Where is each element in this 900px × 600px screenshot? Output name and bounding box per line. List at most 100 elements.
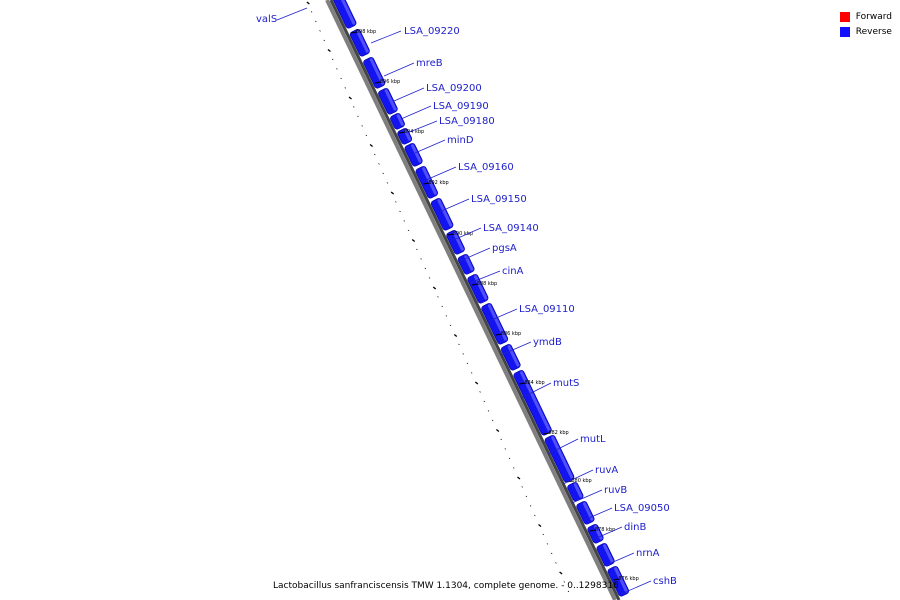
gene-block[interactable] [587, 523, 605, 544]
gene-label[interactable]: mreB [416, 58, 443, 69]
gene-label[interactable]: nrnA [636, 548, 660, 559]
gene-label-group[interactable]: valS [256, 7, 308, 25]
gene-block[interactable] [330, 0, 357, 29]
gene-label[interactable]: mutL [580, 434, 606, 445]
kbp-tick-label: 876 kbp [618, 576, 638, 582]
kbp-tick [495, 333, 502, 336]
gene-label[interactable]: LSA_09180 [439, 116, 495, 127]
gene-block[interactable] [500, 343, 521, 371]
ring-tick [432, 286, 437, 290]
gene-feature[interactable] [389, 112, 405, 130]
gene-feature[interactable] [404, 142, 424, 167]
ring-tick [491, 419, 494, 422]
gene-block[interactable] [430, 197, 454, 231]
gene-feature[interactable] [349, 28, 370, 57]
gene-block[interactable] [576, 500, 596, 525]
gene-label[interactable]: mutS [553, 378, 579, 389]
gene-label[interactable]: LSA_09110 [519, 304, 575, 315]
gene-block-highlight [487, 304, 507, 341]
gene-feature[interactable] [596, 542, 616, 567]
gene-label[interactable]: LSA_09140 [483, 223, 539, 234]
gene-feature[interactable] [607, 565, 630, 597]
gene-block[interactable] [457, 253, 475, 275]
gene-label-group[interactable]: ymdB [500, 337, 562, 356]
gene-label-group[interactable]: mutL [547, 434, 606, 455]
gene-label-group[interactable]: mreB [383, 58, 443, 77]
gene-label-group[interactable]: cshB [620, 576, 677, 595]
kbp-tick-label: 880 kbp [571, 478, 591, 484]
gene-label-group[interactable]: LSA_09050 [581, 503, 670, 522]
ring-tick [390, 191, 395, 195]
gene-block[interactable] [404, 142, 424, 167]
gene-leader-line [425, 166, 457, 181]
gene-label-group[interactable]: LSA_09110 [486, 304, 575, 323]
kbp-tick [519, 382, 526, 385]
ring-tick [529, 505, 532, 507]
legend-item-forward: Forward [839, 9, 892, 24]
gene-label[interactable]: cinA [502, 266, 524, 277]
gene-label-group[interactable]: cinA [469, 266, 524, 284]
gene-block[interactable] [607, 565, 630, 597]
gene-label[interactable]: LSA_09160 [458, 162, 514, 173]
gene-label-group[interactable]: mutS [520, 378, 579, 399]
gene-feature[interactable] [415, 165, 439, 199]
gene-label[interactable]: LSA_09150 [471, 194, 527, 205]
gene-label-group[interactable]: minD [414, 135, 474, 154]
gene-label-group[interactable]: pgsA [459, 243, 517, 262]
gene-label-group[interactable]: LSA_09190 [400, 101, 489, 120]
gene-block[interactable] [349, 28, 370, 57]
gene-label[interactable]: pgsA [492, 243, 517, 254]
gene-label-group[interactable]: LSA_09160 [425, 162, 514, 181]
gene-label-group[interactable]: ruvA [562, 465, 618, 485]
gene-leader-line [500, 341, 532, 356]
gene-leader-line [520, 382, 552, 399]
gene-block-highlight [520, 371, 551, 432]
ring-tick [369, 143, 373, 148]
ring-tick [310, 11, 313, 13]
gene-feature[interactable] [457, 253, 475, 275]
kbp-tick [398, 131, 405, 134]
gene-label[interactable]: minD [447, 135, 474, 146]
gene-label[interactable]: cshB [653, 576, 677, 587]
ring-tick [348, 96, 352, 100]
gene-feature[interactable] [363, 56, 386, 89]
gene-leader-line [620, 580, 652, 595]
gene-leader-line [459, 247, 491, 262]
gene-label-group[interactable]: LSA_09220 [370, 26, 460, 44]
gene-block[interactable] [389, 112, 405, 130]
gene-label[interactable]: dinB [624, 522, 646, 533]
gene-label[interactable]: LSA_09220 [404, 26, 460, 37]
gene-label[interactable]: valS [256, 14, 277, 25]
gene-feature[interactable] [446, 229, 466, 255]
ring-tick [315, 20, 317, 23]
gene-label-group[interactable]: dinB [591, 522, 646, 541]
gene-feature[interactable] [576, 500, 596, 525]
ring-tick [319, 30, 321, 32]
gene-feature[interactable] [430, 197, 454, 231]
gene-block-highlight [396, 114, 404, 126]
ring-tick [323, 39, 325, 42]
gene-leader-line [486, 308, 518, 323]
gene-block[interactable] [446, 229, 466, 255]
gene-block[interactable] [596, 542, 616, 567]
gene-label-group[interactable]: LSA_09180 [406, 116, 495, 134]
gene-block[interactable] [363, 56, 386, 89]
gene-leader-line [406, 120, 438, 134]
gene-label-group[interactable]: ruvB [571, 485, 627, 504]
ring-tick [470, 372, 473, 374]
gene-label-group[interactable]: LSA_09140 [450, 223, 539, 242]
gene-feature[interactable] [330, 0, 357, 29]
gene-label-group[interactable]: LSA_09200 [393, 83, 482, 102]
gene-feature[interactable] [377, 87, 398, 115]
gene-label[interactable]: ruvB [604, 485, 627, 496]
gene-label-group[interactable]: nrnA [603, 548, 660, 567]
gene-label[interactable]: ruvA [595, 465, 618, 476]
ring-tick [336, 68, 338, 70]
gene-block[interactable] [415, 165, 439, 199]
gene-label[interactable]: LSA_09200 [426, 83, 482, 94]
gene-label-group[interactable]: LSA_09150 [438, 194, 527, 213]
gene-label[interactable]: LSA_09050 [614, 503, 670, 514]
gene-block[interactable] [377, 87, 398, 115]
gene-label[interactable]: ymdB [533, 337, 562, 348]
gene-label[interactable]: LSA_09190 [433, 101, 489, 112]
